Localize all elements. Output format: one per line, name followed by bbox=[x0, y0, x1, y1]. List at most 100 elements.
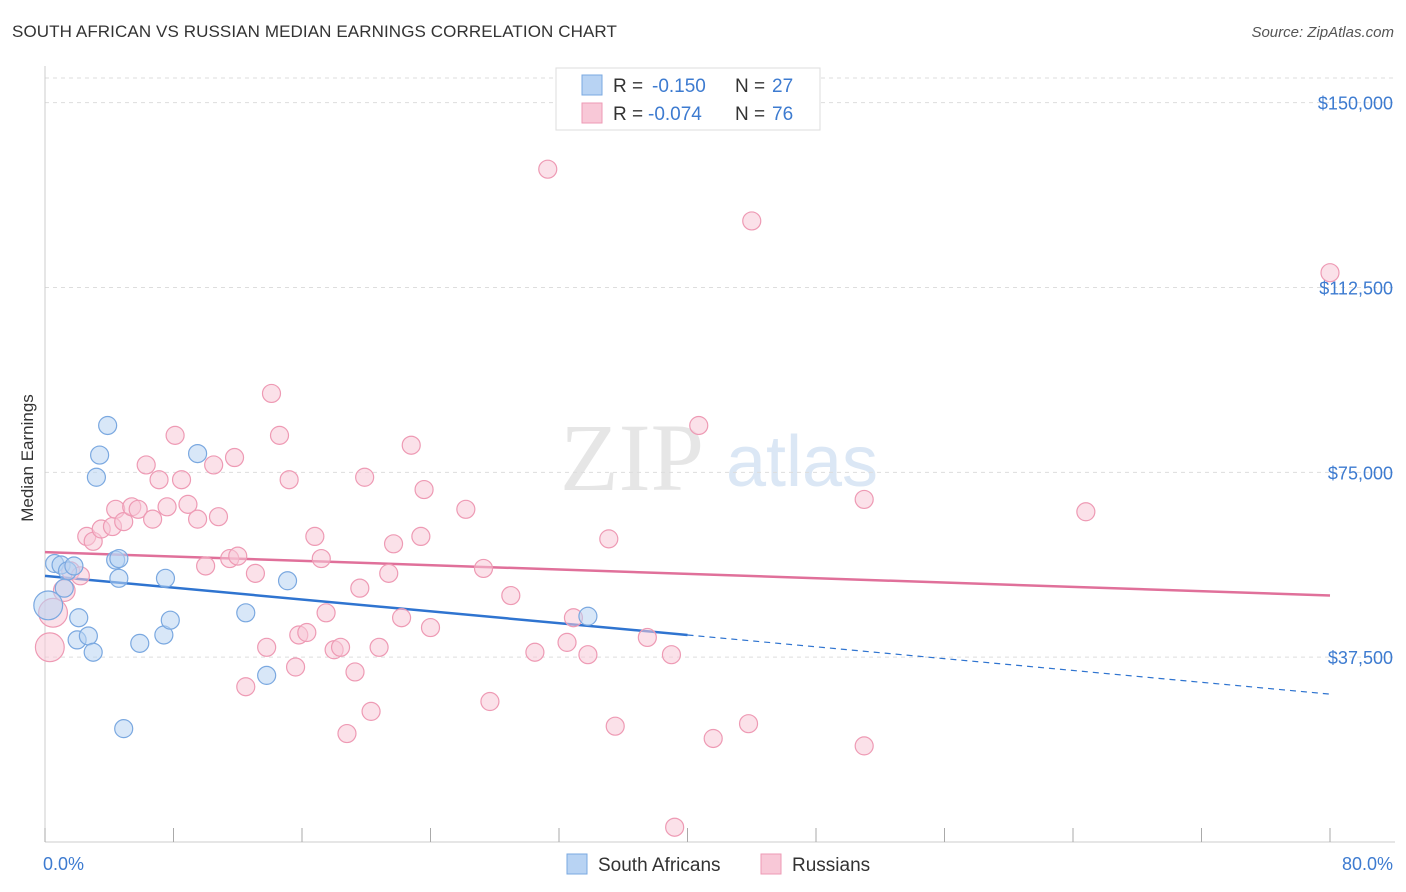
y-tick-label-2: $75,000 bbox=[1328, 463, 1393, 483]
point-russian-28 bbox=[236, 677, 256, 697]
point-russian-41 bbox=[330, 637, 351, 657]
bottom-legend-swatch-russians bbox=[760, 853, 782, 875]
point-russian-68 bbox=[665, 817, 685, 837]
point-russian-58 bbox=[501, 585, 521, 606]
legend-r-label-2: R = bbox=[613, 104, 643, 125]
bottom-legend: South Africans Russians bbox=[566, 853, 870, 876]
point-russian-75 bbox=[1076, 502, 1096, 522]
point-russian-56 bbox=[473, 558, 494, 579]
watermark-atlas: atlas bbox=[726, 422, 878, 502]
point-russian-30 bbox=[257, 637, 277, 657]
point-russian-73 bbox=[854, 489, 874, 510]
point-south-african-19 bbox=[155, 568, 176, 588]
point-russian-63 bbox=[578, 645, 598, 665]
legend: R = -0.150 N = 27 R = -0.074 N = 76 bbox=[555, 67, 821, 131]
point-russian-36 bbox=[297, 622, 317, 643]
point-russian-70 bbox=[703, 728, 723, 749]
point-russian-27 bbox=[228, 546, 248, 566]
legend-swatch-russians bbox=[581, 102, 603, 124]
point-russian-46 bbox=[361, 701, 381, 721]
point-south-african-22 bbox=[187, 443, 208, 464]
tick-labels: $37,500 $75,000 $112,500 $150,000 0.0% 80.0% bbox=[43, 94, 1393, 874]
legend-r-label-1: R = bbox=[613, 76, 643, 97]
point-russian-55 bbox=[456, 499, 476, 519]
point-russian-76 bbox=[1320, 263, 1340, 283]
point-russian-72 bbox=[742, 211, 762, 231]
point-russian-22 bbox=[196, 556, 216, 576]
point-russian-16 bbox=[149, 470, 169, 490]
bottom-legend-swatch-south-africans bbox=[566, 853, 588, 875]
x-tick-label-start: 0.0% bbox=[43, 854, 84, 874]
legend-n-value-2: 76 bbox=[772, 104, 793, 125]
point-south-african-23 bbox=[236, 603, 256, 623]
point-russian-48 bbox=[379, 563, 399, 583]
point-russian-61 bbox=[557, 632, 577, 652]
legend-r-value-2: -0.074 bbox=[648, 104, 702, 125]
legend-n-label-1: N = bbox=[735, 76, 765, 97]
trend-line-south-africans bbox=[44, 574, 688, 637]
point-russian-60 bbox=[538, 159, 558, 179]
point-russian-15 bbox=[143, 509, 163, 529]
point-russian-71 bbox=[738, 714, 759, 734]
point-russian-31 bbox=[261, 383, 282, 404]
point-russian-19 bbox=[171, 470, 192, 490]
point-russian-59 bbox=[525, 642, 545, 662]
point-russian-33 bbox=[279, 470, 299, 490]
point-russian-37 bbox=[305, 526, 325, 547]
point-russian-53 bbox=[414, 479, 434, 500]
y-tick-label-4: $150,000 bbox=[1318, 94, 1393, 114]
point-russian-44 bbox=[350, 578, 370, 598]
point-russian-43 bbox=[345, 662, 365, 682]
zipatlas-watermark: ZIP atlas bbox=[560, 404, 878, 511]
point-russian-20 bbox=[178, 494, 198, 514]
chart-title: SOUTH AFRICAN VS RUSSIAN MEDIAN EARNINGS… bbox=[12, 22, 617, 41]
point-south-african-12 bbox=[90, 445, 110, 465]
point-russian-69 bbox=[689, 415, 709, 436]
point-russian-65 bbox=[605, 716, 625, 736]
point-russian-50 bbox=[391, 608, 412, 628]
point-russian-29 bbox=[245, 563, 266, 583]
source-label: Source: ZipAtlas.com bbox=[1251, 24, 1394, 41]
point-russian-14 bbox=[136, 455, 156, 475]
point-russian-17 bbox=[157, 497, 177, 517]
y-tick-label-3: $112,500 bbox=[1319, 278, 1393, 298]
bottom-legend-label-russians: Russians bbox=[792, 855, 870, 876]
data-points bbox=[33, 159, 1340, 837]
point-russian-13 bbox=[128, 499, 148, 519]
bottom-legend-label-south-africans: South Africans bbox=[598, 855, 721, 876]
point-russian-54 bbox=[420, 617, 441, 638]
point-russian-38 bbox=[311, 548, 331, 569]
point-south-african-21 bbox=[160, 610, 180, 630]
legend-swatch-south-africans bbox=[581, 74, 603, 96]
point-russian-47 bbox=[369, 637, 389, 657]
point-russian-21 bbox=[187, 509, 208, 529]
y-tick-label-1: $37,500 bbox=[1328, 648, 1393, 668]
point-south-african-16 bbox=[109, 568, 129, 588]
point-russian-26 bbox=[224, 447, 245, 468]
point-russian-39 bbox=[316, 603, 336, 623]
legend-n-label-2: N = bbox=[735, 104, 765, 125]
trend-line-russians bbox=[44, 550, 1331, 597]
point-south-african-9 bbox=[78, 626, 98, 646]
point-russian-11 bbox=[114, 512, 134, 532]
point-south-african-25 bbox=[277, 571, 298, 591]
point-south-african-6 bbox=[64, 556, 84, 576]
point-russian-49 bbox=[383, 534, 404, 554]
point-south-african-18 bbox=[130, 633, 150, 653]
axes bbox=[44, 66, 1395, 843]
point-south-african-1 bbox=[33, 590, 64, 621]
legend-r-value-1: -0.150 bbox=[652, 76, 706, 97]
point-russian-18 bbox=[165, 425, 185, 445]
point-south-african-5 bbox=[54, 578, 74, 598]
point-russian-1 bbox=[34, 632, 65, 663]
point-russian-45 bbox=[355, 467, 375, 487]
point-south-african-10 bbox=[83, 642, 103, 662]
point-russian-34 bbox=[285, 657, 306, 677]
point-south-african-7 bbox=[69, 608, 89, 628]
point-south-african-17 bbox=[114, 719, 134, 739]
point-south-african-13 bbox=[98, 415, 118, 436]
point-south-african-11 bbox=[86, 467, 107, 487]
point-russian-52 bbox=[411, 526, 431, 547]
point-south-african-24 bbox=[257, 665, 277, 685]
